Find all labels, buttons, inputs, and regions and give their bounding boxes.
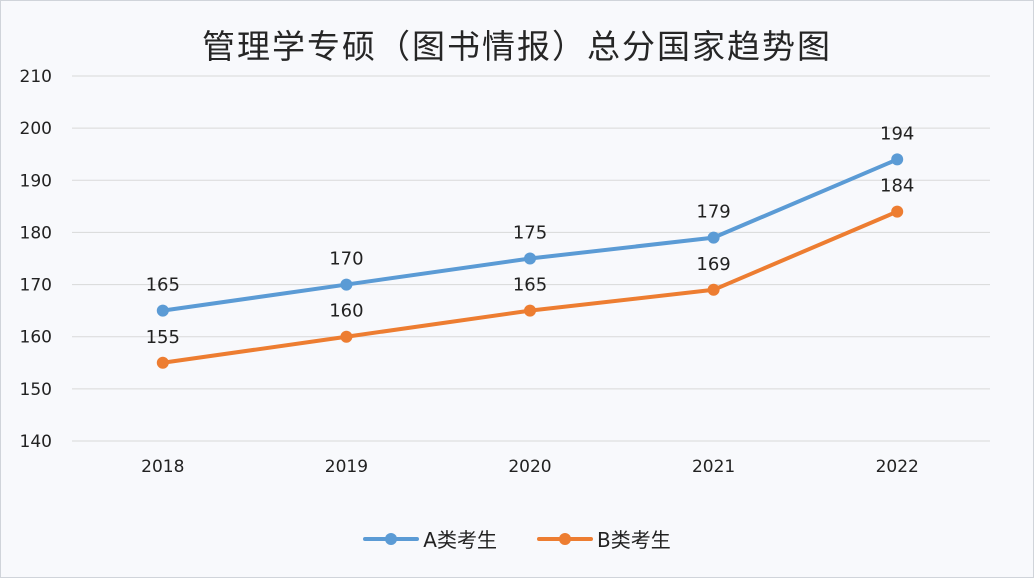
x-tick-label: 2022 [876,457,919,477]
data-label: 169 [696,254,730,275]
legend-label-a: A类考生 [423,528,497,552]
chart-title: 管理学专硕（图书情报）总分国家趋势图 [202,27,832,66]
data-label: 160 [329,301,363,322]
y-tick-label: 200 [20,119,52,139]
data-point [707,231,720,244]
data-label: 165 [513,275,547,296]
data-label: 194 [880,123,914,144]
data-label: 170 [329,249,363,270]
data-label: 184 [880,176,914,197]
data-point [891,205,904,218]
data-point [707,283,720,296]
legend: A类考生 B类考生 [0,524,1034,553]
y-tick-label: 150 [20,380,52,400]
y-tick-label: 210 [20,67,52,87]
x-tick-label: 2018 [141,457,184,477]
legend-marker-b [536,532,593,545]
y-tick-label: 160 [20,328,52,348]
x-tick-label: 2019 [325,457,368,477]
legend-label-b: B类考生 [596,528,671,552]
data-label: 165 [146,275,180,296]
data-label: 175 [513,223,547,244]
data-point [524,252,536,265]
data-point [340,330,353,343]
data-label: 179 [696,202,730,223]
y-tick-label: 190 [20,171,52,191]
y-tick-label: 170 [20,276,52,296]
x-tick-label: 2021 [692,457,735,477]
data-point [156,304,169,317]
legend-marker-a [363,532,420,545]
x-tick-label: 2020 [508,457,551,477]
y-tick-label: 140 [20,432,52,452]
data-label: 155 [146,327,180,348]
data-point [524,304,536,317]
data-point [891,153,904,166]
y-tick-label: 180 [20,223,52,243]
legend-item-b[interactable]: B类考生 [536,524,671,553]
data-point [340,278,353,291]
data-point [156,356,169,369]
legend-item-a[interactable]: A类考生 [363,524,497,553]
